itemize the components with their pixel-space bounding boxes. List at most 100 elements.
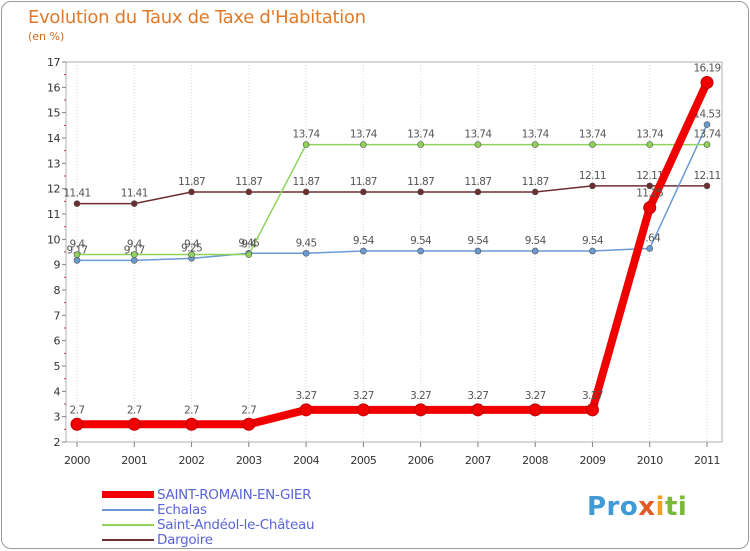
- legend-swatch-echalas: [102, 509, 154, 511]
- data-label: 13.74: [350, 129, 378, 141]
- y-tick-label: 15: [47, 107, 60, 120]
- data-point: [585, 403, 599, 417]
- data-point: [414, 403, 428, 417]
- plot-border: [65, 61, 723, 443]
- y-tick-label: 2: [54, 436, 61, 449]
- y-tick-label: 9: [54, 259, 61, 272]
- data-point: [130, 200, 138, 207]
- data-label: 9.54: [467, 235, 489, 247]
- data-label: 3.27: [296, 390, 317, 402]
- data-point: [245, 251, 253, 258]
- data-label: 11.87: [464, 176, 491, 188]
- data-point: [70, 417, 84, 431]
- series-line-1: [76, 123, 708, 262]
- data-point: [528, 403, 542, 417]
- data-label: 2.7: [241, 404, 256, 416]
- data-point: [471, 403, 485, 417]
- data-point: [646, 141, 654, 148]
- data-point: [242, 417, 256, 431]
- data-point: [589, 141, 596, 148]
- data-point: [700, 76, 714, 90]
- data-label: 11.41: [121, 188, 148, 200]
- legend-label-echalas: Echalas: [157, 502, 207, 518]
- data-point: [646, 182, 654, 190]
- data-label: 11.87: [522, 176, 549, 188]
- data-point: [474, 247, 482, 255]
- data-label: 3.27: [525, 390, 546, 402]
- chart-title: Evolution du Taux de Taxe d'Habitation: [28, 7, 366, 28]
- y-tick-label: 5: [54, 360, 61, 373]
- data-label: 11.87: [235, 176, 262, 188]
- data-label: 12.11: [693, 170, 720, 182]
- data-label: 9.4: [70, 239, 86, 251]
- data-point: [73, 257, 81, 264]
- data-point: [302, 188, 310, 196]
- data-label: 3.27: [582, 390, 603, 402]
- legend-label-dargoire: Dargoire: [157, 532, 213, 548]
- y-tick-label: 8: [54, 284, 61, 297]
- data-label: 9.17: [124, 244, 145, 256]
- series-line-0: [76, 185, 708, 205]
- y-tick-label: 12: [47, 183, 60, 196]
- x-tick-label: 2010: [637, 454, 663, 467]
- y-tick-label: 16: [47, 81, 60, 94]
- brand-part-4: ti: [664, 492, 688, 522]
- data-label: 9.4: [127, 239, 143, 251]
- data-point: [360, 247, 367, 255]
- x-tick-label: 2002: [179, 454, 205, 467]
- data-point: [417, 141, 424, 148]
- data-point: [531, 141, 539, 148]
- data-point: [589, 182, 596, 190]
- x-tick-label: 2004: [293, 454, 319, 467]
- data-point: [703, 121, 711, 128]
- y-tick-label: 11: [47, 208, 60, 221]
- data-point: [188, 251, 195, 258]
- data-label: 11.41: [63, 188, 90, 200]
- legend-label-saint-romain: SAINT-ROMAIN-EN-GIER: [157, 487, 312, 503]
- data-label: 11.87: [178, 176, 205, 188]
- data-label: 13.74: [293, 129, 321, 141]
- data-point: [185, 417, 199, 431]
- y-tick-label: 6: [54, 335, 61, 348]
- data-point: [703, 182, 711, 190]
- brand-part-1: Pro: [587, 492, 639, 522]
- x-tick-label: 2008: [522, 454, 548, 467]
- data-label: 2.7: [184, 404, 199, 416]
- data-point: [73, 251, 81, 258]
- data-label: 9.4: [241, 239, 257, 251]
- data-point: [531, 188, 539, 196]
- data-label: 3.27: [410, 390, 431, 402]
- series-line-3: [73, 78, 711, 429]
- x-tick-label: 2011: [694, 454, 720, 467]
- x-tick-label: 2000: [64, 454, 90, 467]
- data-point: [643, 201, 657, 215]
- y-tick-label: 3: [54, 411, 61, 424]
- data-point: [302, 141, 310, 148]
- data-label: 14.53: [693, 109, 720, 121]
- data-label: 3.27: [353, 390, 374, 402]
- data-point: [360, 141, 367, 148]
- data-label: 13.74: [464, 129, 492, 141]
- data-point: [356, 403, 370, 417]
- y-tick-label: 14: [47, 132, 60, 145]
- x-tick-label: 2005: [350, 454, 376, 467]
- data-label: 11.87: [407, 176, 434, 188]
- data-label: 16.19: [693, 63, 720, 75]
- data-label: 13.74: [522, 129, 550, 141]
- data-label: 12.11: [636, 170, 663, 182]
- data-label: 9.25: [181, 242, 202, 254]
- data-point: [299, 403, 313, 417]
- data-point: [417, 247, 424, 255]
- data-point: [302, 249, 310, 257]
- data-label: 9.4: [184, 239, 200, 251]
- legend-swatch-dargoire: [102, 539, 154, 541]
- data-label: 9.17: [67, 244, 88, 256]
- data-point: [130, 257, 138, 264]
- y-tick-label: 7: [54, 309, 61, 322]
- y-tick-label: 17: [47, 56, 60, 69]
- data-label: 13.74: [693, 129, 721, 141]
- brand-part-2: x: [638, 492, 656, 522]
- data-point: [73, 200, 81, 207]
